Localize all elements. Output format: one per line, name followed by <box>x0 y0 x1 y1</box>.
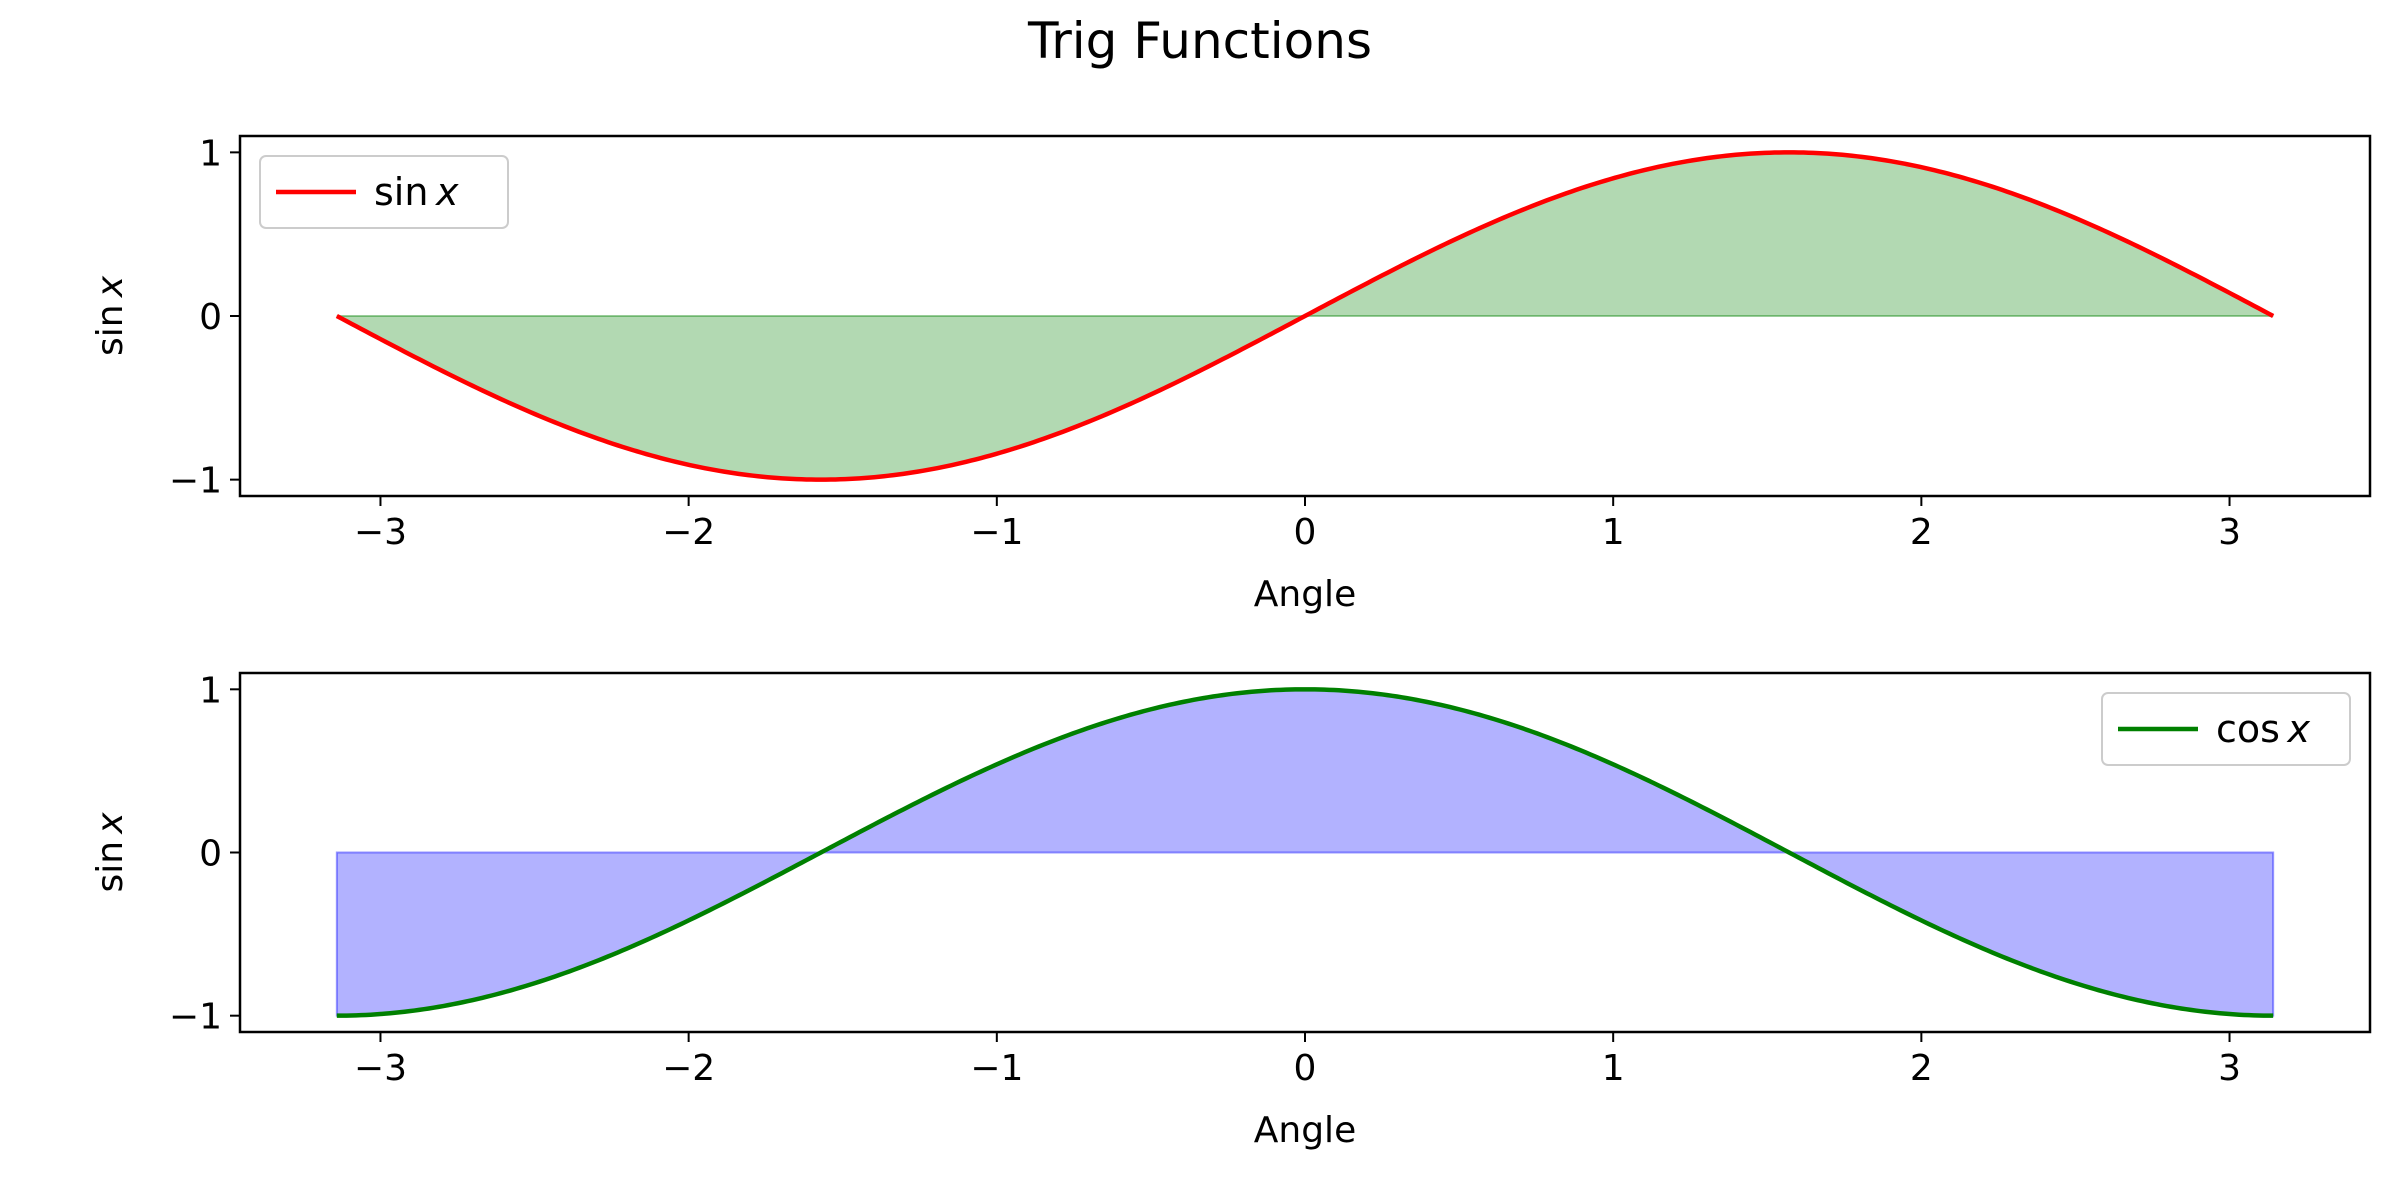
x-tick-label: 0 <box>1294 512 1317 553</box>
x-tick-label: −3 <box>354 512 407 553</box>
x-tick-label: −1 <box>970 1048 1023 1089</box>
x-tick-label: 3 <box>2218 512 2241 553</box>
x-tick-label: −1 <box>970 512 1023 553</box>
y-tick-label: −1 <box>169 997 222 1038</box>
x-tick-label: −2 <box>662 1048 715 1089</box>
x-tick-label: 3 <box>2218 1048 2241 1089</box>
y-axis-label: sin x <box>90 275 131 356</box>
x-axis-label: Angle <box>1254 574 1356 615</box>
x-tick-label: 0 <box>1294 1048 1317 1089</box>
legend-box <box>2101 692 2351 766</box>
x-tick-label: 1 <box>1602 1048 1625 1089</box>
x-tick-label: 2 <box>1910 512 1933 553</box>
legend-label: cos x <box>2216 707 2311 751</box>
legend-box <box>259 155 509 229</box>
legend: sin x <box>259 155 509 229</box>
y-axis-label: sin x <box>90 812 131 893</box>
y-tick-label: 1 <box>199 670 222 711</box>
x-tick-label: −3 <box>354 1048 407 1089</box>
y-tick-label: −1 <box>169 461 222 502</box>
y-tick-label: 0 <box>199 297 222 338</box>
y-tick-label: 0 <box>199 834 222 875</box>
x-tick-label: 2 <box>1910 1048 1933 1089</box>
subplot-sin: −3 −2 −1 0 1 2 3 −1 0 1 Angle sin x sin x <box>90 133 2372 615</box>
y-tick-label: 1 <box>199 133 222 174</box>
series-line-cos <box>336 687 2274 1018</box>
x-axis-label: Angle <box>1254 1110 1356 1151</box>
x-tick-label: 1 <box>1602 512 1625 553</box>
legend-label: sin x <box>374 170 459 214</box>
series-line-sin <box>335 150 2275 482</box>
figure-title: Trig Functions <box>1027 12 1372 70</box>
legend: cos x <box>2101 692 2351 766</box>
subplot-cos: −3 −2 −1 0 1 2 3 −1 0 1 Angle sin x cos x <box>90 670 2372 1151</box>
x-tick-label: −2 <box>662 512 715 553</box>
